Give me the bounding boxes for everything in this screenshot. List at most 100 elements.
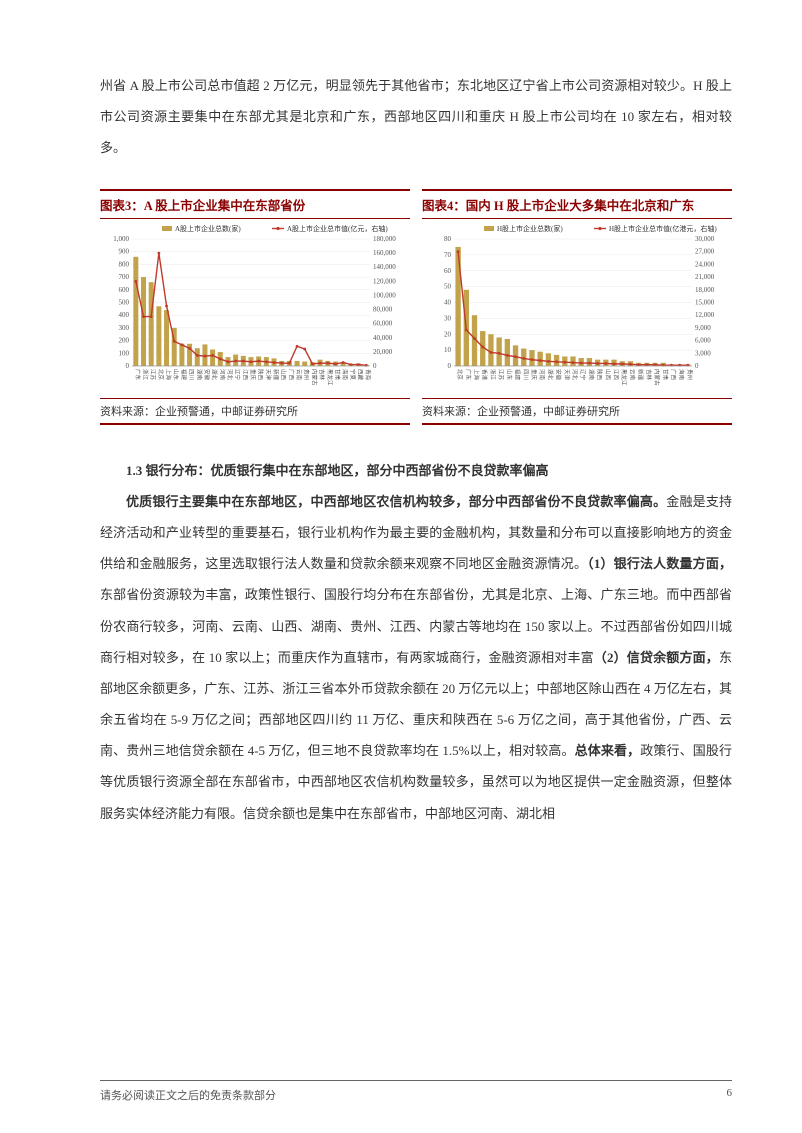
svg-text:海南: 海南	[678, 369, 686, 381]
chart3-svg: 01002003004005006007008009001,000020,000…	[100, 221, 410, 396]
svg-text:12,000: 12,000	[695, 311, 715, 319]
svg-text:180,000: 180,000	[373, 235, 396, 243]
svg-text:山东: 山东	[505, 369, 513, 381]
chart4-source: 资料来源：企业预警通，中邮证券研究所	[422, 398, 732, 425]
svg-text:江苏: 江苏	[149, 369, 157, 381]
svg-text:青海: 青海	[364, 369, 372, 381]
svg-text:湖南: 湖南	[587, 369, 595, 381]
svg-text:贵州: 贵州	[303, 369, 311, 380]
svg-text:内蒙古: 内蒙古	[653, 369, 661, 386]
svg-text:黑龙江: 黑龙江	[326, 369, 334, 386]
svg-text:福建: 福建	[514, 369, 522, 381]
svg-text:18,000: 18,000	[695, 285, 715, 293]
chart4-title: 图表4：国内 H 股上市企业大多集中在北京和广东	[422, 189, 732, 219]
page-footer: 请务必阅读正文之后的免责条款部分 6	[100, 1080, 732, 1103]
svg-text:天津: 天津	[563, 369, 570, 381]
svg-text:广东: 广东	[464, 369, 472, 381]
svg-text:内蒙古: 内蒙古	[310, 369, 318, 386]
svg-text:安徽: 安徽	[555, 369, 563, 381]
svg-text:浙江: 浙江	[142, 369, 150, 381]
svg-text:200: 200	[119, 336, 130, 344]
svg-text:800: 800	[119, 260, 130, 268]
svg-text:河南: 河南	[218, 369, 226, 381]
svg-text:100,000: 100,000	[373, 291, 396, 299]
svg-text:上海: 上海	[165, 369, 173, 381]
svg-text:500: 500	[119, 298, 130, 306]
svg-text:6,000: 6,000	[695, 336, 711, 344]
svg-text:0: 0	[695, 362, 699, 370]
chart4-svg: 0102030405060708003,0006,0009,00012,0001…	[422, 221, 732, 396]
svg-text:80,000: 80,000	[373, 305, 393, 313]
svg-text:900: 900	[119, 247, 130, 255]
svg-text:北京: 北京	[456, 369, 464, 381]
svg-text:24,000: 24,000	[695, 260, 715, 268]
svg-text:江西: 江西	[241, 369, 248, 381]
svg-text:辽宁: 辽宁	[234, 369, 242, 381]
svg-text:海南: 海南	[341, 369, 349, 381]
chart3-source: 资料来源：企业预警通，中邮证券研究所	[100, 398, 410, 425]
svg-text:30: 30	[444, 314, 452, 322]
svg-text:云南: 云南	[295, 369, 303, 381]
svg-text:湖北: 湖北	[211, 369, 219, 381]
footer-disclaimer: 请务必阅读正文之后的免责条款部分	[100, 1087, 276, 1103]
svg-text:160,000: 160,000	[373, 249, 396, 257]
svg-text:新疆: 新疆	[637, 369, 645, 381]
svg-text:50: 50	[444, 282, 452, 290]
svg-text:21,000: 21,000	[695, 273, 715, 281]
svg-text:宁夏: 宁夏	[349, 369, 357, 381]
body-paragraph: 优质银行主要集中在东部地区，中西部地区农信机构较多，部分中西部省份不良贷款率偏高…	[100, 486, 732, 829]
svg-text:浙江: 浙江	[489, 369, 497, 381]
svg-text:400: 400	[119, 311, 130, 319]
svg-text:吉林: 吉林	[318, 369, 326, 381]
chart3-title: 图表3：A 股上市企业集中在东部省份	[100, 189, 410, 219]
svg-text:20,000: 20,000	[373, 347, 393, 355]
svg-text:重庆: 重庆	[249, 369, 257, 381]
svg-text:120,000: 120,000	[373, 277, 396, 285]
svg-text:安徽: 安徽	[203, 369, 211, 381]
svg-text:黑龙江: 黑龙江	[620, 369, 628, 386]
svg-text:60,000: 60,000	[373, 319, 393, 327]
svg-text:600: 600	[119, 285, 130, 293]
svg-text:新疆: 新疆	[272, 369, 280, 381]
svg-text:辽宁: 辽宁	[579, 369, 587, 381]
svg-text:0: 0	[126, 362, 130, 370]
svg-text:广西: 广西	[287, 369, 295, 381]
svg-text:140,000: 140,000	[373, 263, 396, 271]
svg-text:香港: 香港	[481, 369, 489, 381]
svg-text:贵州: 贵州	[686, 369, 694, 380]
svg-text:山东: 山东	[172, 369, 180, 381]
charts-row: 图表3：A 股上市企业集中在东部省份 010020030040050060070…	[100, 189, 732, 425]
svg-text:H股上市企业总市值(亿港元，右轴): H股上市企业总市值(亿港元，右轴)	[609, 224, 717, 233]
svg-text:湖南: 湖南	[195, 369, 203, 381]
svg-text:江苏: 江苏	[497, 369, 505, 381]
svg-text:70: 70	[444, 250, 452, 258]
body-bold-3: （2）信贷余额方面，	[594, 650, 719, 665]
svg-text:河北: 河北	[226, 369, 234, 381]
section-heading: 1.3 银行分布：优质银行集中在东部地区，部分中西部省份不良贷款率偏高	[100, 455, 732, 486]
svg-text:四川: 四川	[188, 369, 195, 380]
svg-text:0: 0	[373, 362, 377, 370]
body-bold-1: 优质银行主要集中在东部地区，中西部地区农信机构较多，部分中西部省份不良贷款率偏高…	[126, 494, 666, 509]
svg-text:甘肃: 甘肃	[333, 369, 341, 381]
svg-text:陕西: 陕西	[257, 369, 265, 381]
svg-text:H股上市企业总数(家): H股上市企业总数(家)	[497, 224, 563, 233]
svg-text:河北: 河北	[571, 369, 579, 381]
svg-text:10: 10	[444, 346, 452, 354]
body-bold-2: （1）银行法人数量方面，	[587, 556, 732, 571]
svg-text:甘肃: 甘肃	[661, 369, 669, 381]
svg-text:80: 80	[444, 235, 452, 243]
svg-text:15,000: 15,000	[695, 298, 715, 306]
svg-text:0: 0	[448, 362, 452, 370]
svg-text:河南: 河南	[538, 369, 546, 381]
svg-text:A股上市企业总市值(亿元，右轴): A股上市企业总市值(亿元，右轴)	[287, 224, 388, 233]
svg-text:上海: 上海	[473, 369, 481, 381]
svg-text:700: 700	[119, 273, 130, 281]
svg-text:广西: 广西	[669, 369, 677, 381]
svg-text:40: 40	[444, 298, 452, 306]
body-text-3: 东部地区余额更多，广东、江苏、浙江三省本外币贷款余额在 20 万亿元以上；中部地…	[100, 650, 732, 759]
svg-text:福建: 福建	[180, 369, 188, 381]
svg-text:27,000: 27,000	[695, 247, 715, 255]
svg-text:江西: 江西	[612, 369, 619, 381]
svg-text:吉林: 吉林	[645, 369, 653, 381]
svg-text:30,000: 30,000	[695, 235, 715, 243]
